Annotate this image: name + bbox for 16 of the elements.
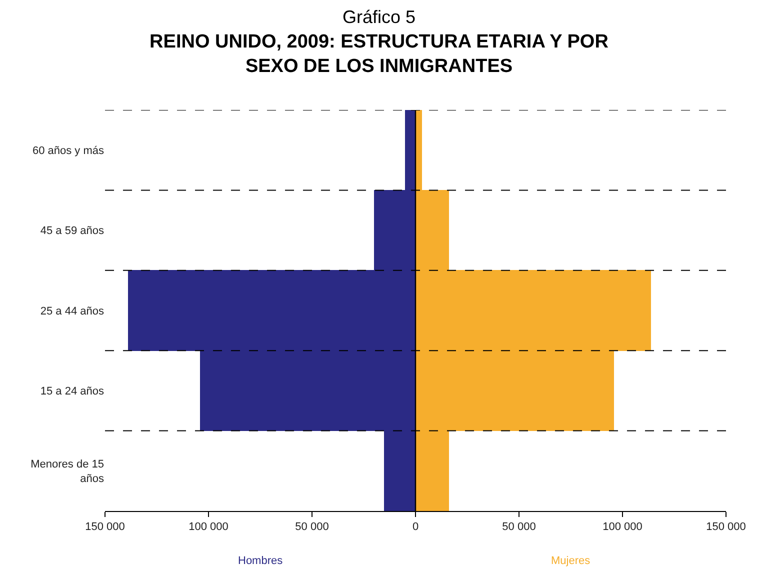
x-tick-label: 150 000 — [85, 521, 125, 534]
chart-title: Gráfico 5 — [342, 6, 416, 27]
y-tick-label: 25 a 44 años — [40, 305, 104, 318]
x-tick-label: 100 000 — [602, 521, 642, 534]
chart-subtitle: REINO UNIDO, 2009: ESTRUCTURA ETARIA Y POR SEXO DE LOS INMIGRANTES — [150, 32, 609, 78]
x-tick-label: 50 000 — [502, 521, 536, 534]
text: Mujeres — [551, 555, 591, 567]
y-tick-label: Menores de 15 años — [30, 458, 104, 485]
text: Hombres — [238, 555, 284, 567]
x-tick-label: 50 000 — [295, 521, 329, 534]
y-tick-label: 60 años y más — [32, 144, 104, 157]
y-tick-label: 15 a 24 años — [40, 386, 104, 398]
x-tick-label: 100 000 — [188, 521, 228, 534]
x-tick-label: 150 000 — [706, 521, 746, 534]
y-tick-label: 45 a 59 años — [40, 225, 104, 238]
x-tick-label: 0 — [412, 521, 419, 534]
